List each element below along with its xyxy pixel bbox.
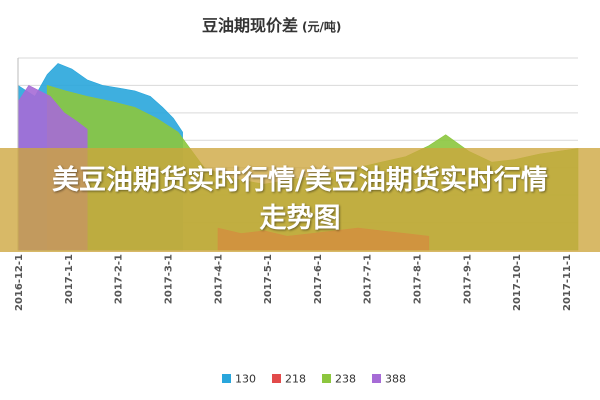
x-tick-label: 2017-1-1: [64, 254, 75, 304]
legend-label-218: 218: [285, 373, 306, 386]
chart-unit: (元/吨): [302, 19, 341, 34]
legend: 130 218 238 388: [222, 373, 406, 386]
x-axis-ticks: 2016-12-1 2017-1-1 2017-2-1 2017-3-1 2017-4-…: [14, 254, 573, 311]
x-tick-label: 2017-8-1: [413, 254, 424, 304]
legend-swatch-238: [322, 374, 331, 383]
overlay-banner: 美豆油期货实时行情/美豆油期货实时行情走势图: [0, 148, 600, 252]
legend-label-130: 130: [235, 373, 256, 386]
x-tick-label: 2017-7-1: [363, 254, 374, 304]
x-tick-label: 2017-10-1: [512, 254, 523, 311]
legend-swatch-388: [372, 374, 381, 383]
legend-swatch-218: [272, 374, 281, 383]
banner-title: 美豆油期货实时行情/美豆油期货实时行情走势图: [52, 165, 548, 234]
x-tick-label: 2017-3-1: [164, 254, 175, 304]
x-tick-label: 2016-12-1: [14, 254, 25, 311]
x-tick-label: 2017-4-1: [213, 254, 224, 304]
x-tick-label: 2017-6-1: [313, 254, 324, 304]
x-tick-label: 2017-9-1: [462, 254, 473, 304]
legend-label-388: 388: [385, 373, 406, 386]
legend-label-238: 238: [335, 373, 356, 386]
x-tick-label: 2017-5-1: [263, 254, 274, 304]
x-tick-label: 2017-2-1: [114, 254, 125, 304]
x-tick-label: 2017-11-1: [562, 254, 573, 311]
chart-title-group: 豆油期现价差 (元/吨): [202, 16, 341, 35]
legend-swatch-130: [222, 374, 231, 383]
chart-title: 豆油期现价差: [202, 16, 298, 35]
